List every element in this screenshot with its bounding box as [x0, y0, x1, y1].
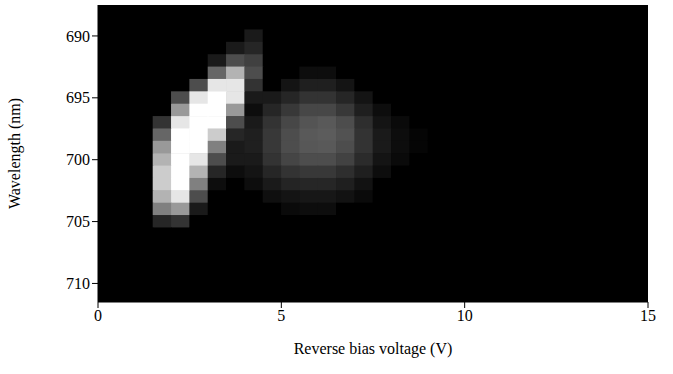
svg-text:0: 0 — [94, 307, 102, 324]
svg-text:705: 705 — [66, 213, 90, 230]
svg-text:690: 690 — [66, 28, 90, 45]
svg-text:710: 710 — [66, 275, 90, 292]
svg-text:10: 10 — [457, 307, 473, 324]
svg-text:695: 695 — [66, 89, 90, 106]
svg-text:Reverse bias voltage (V): Reverse bias voltage (V) — [294, 340, 453, 358]
svg-text:Wavelength (nm): Wavelength (nm) — [6, 98, 24, 209]
svg-text:700: 700 — [66, 151, 90, 168]
svg-text:15: 15 — [640, 307, 656, 324]
svg-text:5: 5 — [277, 307, 285, 324]
